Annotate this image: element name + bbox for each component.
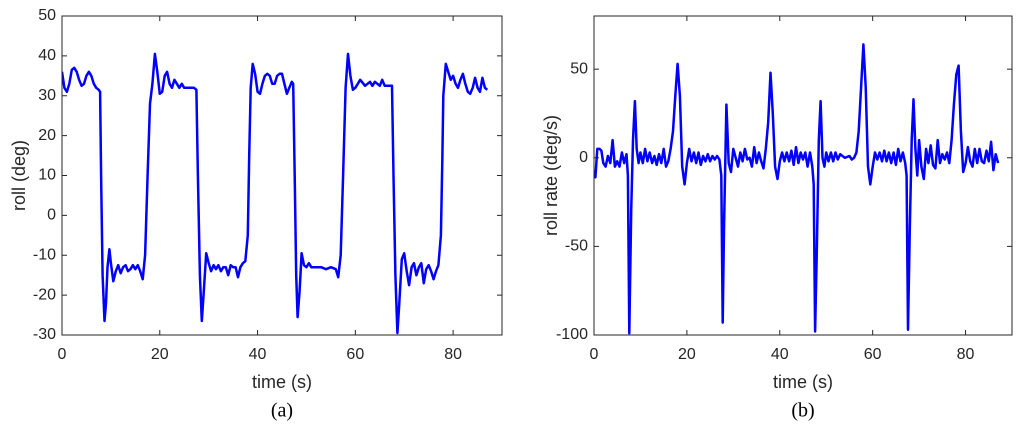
x-tick-label: 80: [444, 346, 462, 363]
axes-box: [61, 15, 503, 336]
y-tick-label: 20: [38, 127, 56, 144]
caption: (a): [271, 400, 293, 422]
x-tick-label: 60: [864, 346, 882, 363]
x-axis-label: time (s): [252, 372, 312, 392]
x-tick-label: 60: [346, 346, 364, 363]
x-tick-label: 40: [771, 346, 789, 363]
plot-content: [62, 52, 489, 335]
y-tick-label: -10: [33, 246, 56, 263]
x-tick-label: 80: [957, 346, 975, 363]
x-tick-label: 40: [249, 346, 267, 363]
x-tick-label: 0: [590, 346, 599, 363]
y-tick-label: 40: [38, 47, 56, 64]
y-tick-label: 30: [38, 87, 56, 104]
y-tick-label: 0: [47, 207, 56, 224]
caption: (b): [791, 400, 814, 422]
y-tick-label: -30: [33, 326, 56, 343]
x-tick-label: 20: [678, 346, 696, 363]
axes-box: [593, 15, 1013, 336]
y-tick-label: -100: [556, 326, 588, 343]
data-line: [594, 43, 1000, 335]
x-tick-label: 0: [58, 346, 67, 363]
y-axis-label: roll (deg): [9, 140, 29, 211]
x-tick-label: 20: [151, 346, 169, 363]
y-tick-label: 10: [38, 167, 56, 184]
plot-area: [62, 16, 502, 335]
x-axis-label: time (s): [773, 372, 833, 392]
y-tick-label: -20: [33, 286, 56, 303]
data-line: [62, 52, 489, 335]
y-tick-label: 50: [570, 60, 588, 77]
plot-content: [594, 43, 1000, 335]
y-tick-label: -50: [565, 238, 588, 255]
y-axis-label: roll rate (deg/s): [541, 115, 561, 236]
plot-area: [594, 16, 1012, 335]
y-tick-label: 50: [38, 7, 56, 24]
y-tick-label: 0: [579, 149, 588, 166]
